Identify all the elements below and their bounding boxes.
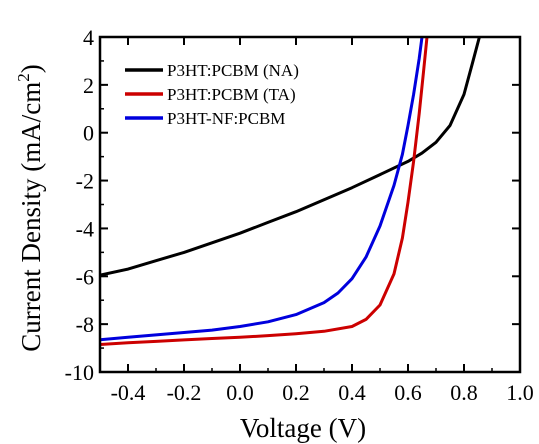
y-axis-label-close: ) xyxy=(16,64,46,73)
x-tick-label: 0.2 xyxy=(282,380,310,405)
series-line-3 xyxy=(100,37,424,342)
series-layer xyxy=(100,37,481,346)
y-tick-label: -10 xyxy=(65,360,94,385)
y-tick-label: 2 xyxy=(83,73,94,98)
legend-label-2: P3HT:PCBM (TA) xyxy=(167,85,296,104)
y-tick-label: 4 xyxy=(83,25,94,50)
x-tick-label: 0.6 xyxy=(394,380,422,405)
y-axis-label-main: Current Density (mA/cm xyxy=(16,82,46,352)
x-tick-label: -0.2 xyxy=(167,380,202,405)
legend-label-3: P3HT-NF:PCBM xyxy=(167,109,285,128)
series-line-2 xyxy=(100,37,429,346)
y-axis-label-superscript: 2 xyxy=(14,73,33,82)
x-tick-label: 0.0 xyxy=(226,380,254,405)
y-axis-label: Current Density (mA/cm2) xyxy=(14,64,46,351)
y-tick-label: -4 xyxy=(76,216,94,241)
x-tick-label: 0.4 xyxy=(338,380,366,405)
x-axis-label: Voltage (V) xyxy=(240,413,366,443)
y-tick-label: 0 xyxy=(83,121,94,146)
x-tick-label: 0.8 xyxy=(450,380,478,405)
x-tick-label: 1.0 xyxy=(506,380,534,405)
y-tick-label: -8 xyxy=(76,312,94,337)
legend-label-1: P3HT:PCBM (NA) xyxy=(167,61,299,80)
y-tick-label: -6 xyxy=(76,264,94,289)
y-tick-label: -2 xyxy=(76,169,94,194)
x-tick-label: -0.4 xyxy=(111,380,146,405)
legend: P3HT:PCBM (NA) P3HT:PCBM (TA) P3HT-NF:PCBM xyxy=(125,61,299,128)
axes-layer: -0.4 -0.2 0.0 0.2 0.4 0.6 0.8 1.0 -10 -8 -6 -4 -2 0 2 4 xyxy=(65,25,534,405)
series-line-1 xyxy=(100,37,481,277)
